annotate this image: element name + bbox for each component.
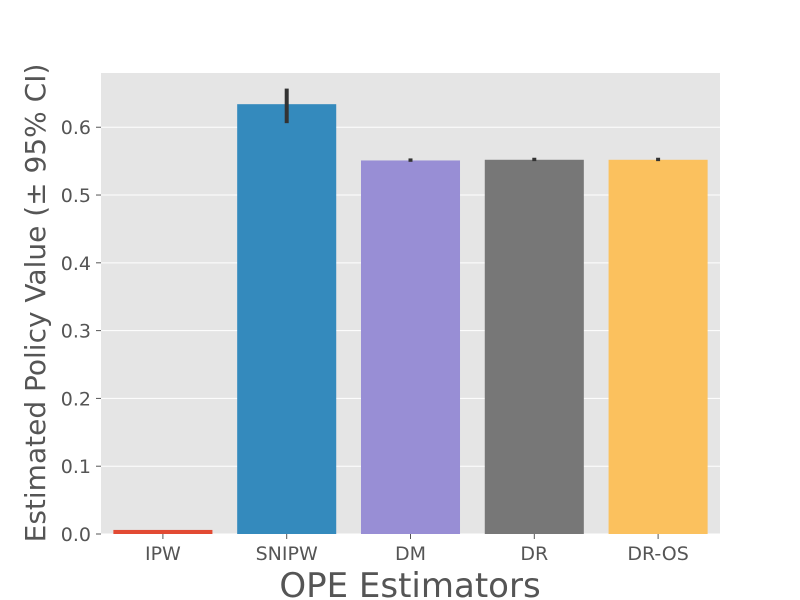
y-tick-label: 0.6 — [61, 117, 91, 139]
x-tick-label: IPW — [145, 543, 181, 565]
y-tick-label: 0.2 — [61, 388, 91, 410]
x-axis-label: OPE Estimators — [279, 566, 540, 600]
x-tick-label: SNIPW — [256, 543, 318, 565]
bar-snipw — [237, 104, 337, 534]
x-tick-label: DM — [395, 543, 426, 565]
bar-ipw — [113, 529, 213, 534]
y-tick-label: 0.5 — [61, 185, 91, 207]
error-bars — [284, 88, 661, 162]
bar-dr — [484, 159, 584, 534]
y-tick-label: 0.1 — [61, 456, 91, 478]
y-tick-label: 0.4 — [61, 253, 91, 275]
bars — [113, 104, 708, 534]
y-tick-label: 0.3 — [61, 321, 91, 343]
x-tick-label: DR-OS — [627, 543, 688, 565]
y-tick-label: 0.0 — [61, 524, 91, 546]
y-axis-label: Estimated Policy Value (± 95% CI) — [19, 64, 52, 543]
bar-dm — [360, 160, 461, 534]
bar-dr-os — [608, 159, 708, 534]
y-axis: 0.0 0.1 0.2 0.3 0.4 0.5 0.6 — [61, 117, 101, 546]
x-tick-label: DR — [520, 543, 548, 565]
x-axis: IPW SNIPW DM DR DR-OS — [145, 534, 689, 565]
